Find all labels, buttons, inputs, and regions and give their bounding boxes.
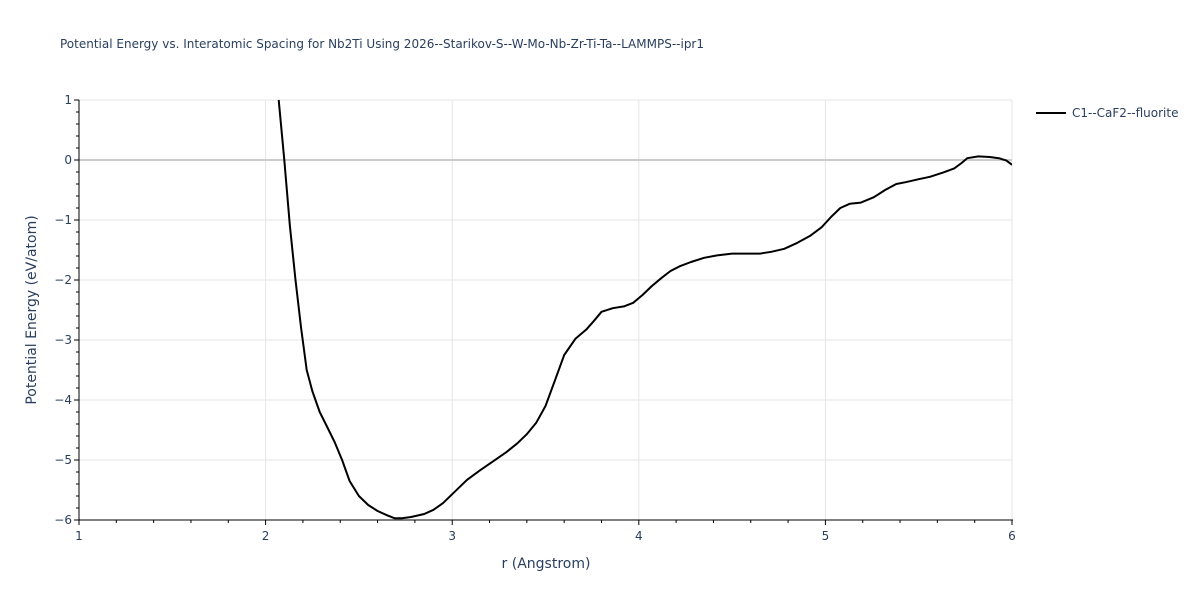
x-tick-label: 1 — [75, 529, 83, 543]
x-tick-label: 6 — [1008, 529, 1016, 543]
legend-label: C1--CaF2--fluorite — [1072, 106, 1179, 120]
y-tick-label: −4 — [54, 393, 72, 407]
x-tick-label: 4 — [635, 529, 643, 543]
chart-title: Potential Energy vs. Interatomic Spacing… — [60, 37, 705, 51]
series-line[interactable] — [277, 99, 1012, 520]
y-tick-label: −6 — [54, 513, 72, 527]
data-series — [277, 99, 1012, 520]
y-tick-label: −2 — [54, 273, 72, 287]
y-tick-label: −1 — [54, 213, 72, 227]
legend-item[interactable]: C1--CaF2--fluorite — [1036, 106, 1178, 120]
y-tick-label: 1 — [64, 93, 72, 107]
y-tick-label: −5 — [54, 453, 72, 467]
x-axis-title: r (Angstrom) — [502, 556, 591, 572]
x-tick-label: 3 — [448, 529, 456, 543]
y-axis-title: Potential Energy (eV/atom) — [24, 215, 40, 404]
y-tick-label: −3 — [54, 333, 72, 347]
x-tick-label: 5 — [822, 529, 830, 543]
y-tick-label: 0 — [64, 153, 72, 167]
legend-line-icon — [1036, 112, 1066, 114]
x-tick-label: 2 — [262, 529, 270, 543]
axis-ticks: 1 2 3 4 5 6 1 0 −1 −2 −3 −4 −5 −6 — [54, 93, 1016, 543]
gridlines — [79, 99, 1013, 520]
